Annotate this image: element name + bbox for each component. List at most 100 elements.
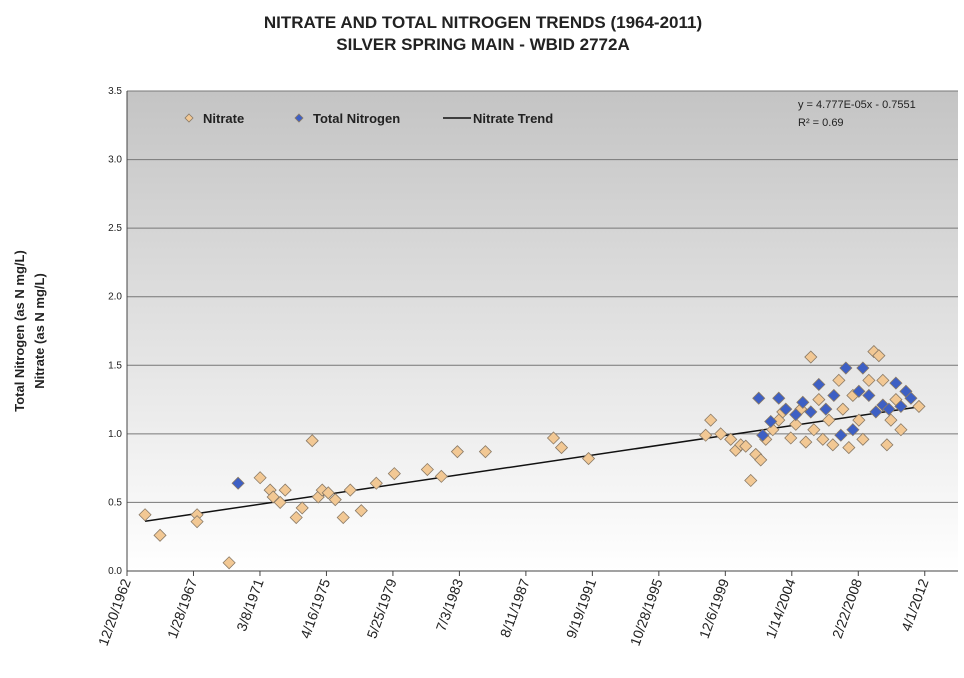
y-tick-label: 3.0 xyxy=(108,155,122,166)
point xyxy=(369,476,383,490)
legend-swatch xyxy=(294,113,304,123)
point xyxy=(138,508,152,522)
point xyxy=(827,388,841,403)
point xyxy=(764,414,778,429)
x-tick-label: 9/19/1991 xyxy=(563,576,599,640)
point xyxy=(799,435,813,449)
point xyxy=(354,504,368,518)
point xyxy=(478,445,492,459)
x-tick-label: 5/25/1979 xyxy=(363,576,399,640)
point xyxy=(880,438,894,452)
point xyxy=(894,423,908,437)
point xyxy=(852,384,866,398)
chart-subtitle: SILVER SPRING MAIN - WBID 2772A xyxy=(336,35,629,54)
point xyxy=(816,432,830,446)
point xyxy=(222,556,236,570)
point xyxy=(876,373,890,387)
point xyxy=(836,402,850,416)
point xyxy=(912,399,926,413)
point xyxy=(882,402,896,416)
point xyxy=(699,428,713,442)
y-tick-label: 2.5 xyxy=(108,223,122,234)
point xyxy=(819,402,833,416)
point xyxy=(832,373,846,387)
x-tick-label: 10/28/1995 xyxy=(627,576,666,648)
point xyxy=(343,483,357,497)
legend-label: Nitrate xyxy=(203,111,244,126)
y-tick-label: 1.5 xyxy=(108,360,122,371)
y-tick-label: 1.0 xyxy=(108,429,122,440)
point xyxy=(894,399,908,413)
point xyxy=(839,361,853,375)
point xyxy=(812,393,826,407)
point xyxy=(305,434,319,448)
point xyxy=(231,476,245,490)
x-tick-label: 1/14/2004 xyxy=(762,576,798,640)
legend-label: Total Nitrogen xyxy=(313,111,400,126)
point xyxy=(784,431,798,445)
y-axis-title: Nitrate (as N mg/L) xyxy=(32,273,47,389)
point xyxy=(744,473,758,488)
point xyxy=(295,501,309,515)
x-tick-label: 7/3/1983 xyxy=(433,576,467,633)
point xyxy=(434,469,448,483)
point xyxy=(884,413,898,427)
x-tick-label: 3/8/1971 xyxy=(233,576,267,633)
y-tick-label: 0.5 xyxy=(108,497,122,508)
point xyxy=(846,423,860,437)
point xyxy=(546,431,561,445)
point xyxy=(253,471,267,485)
point xyxy=(789,417,803,431)
point xyxy=(739,439,753,453)
point xyxy=(807,423,821,437)
point xyxy=(190,515,204,529)
point xyxy=(779,402,793,416)
point xyxy=(869,405,883,419)
legend-swatch xyxy=(184,113,194,123)
point xyxy=(876,398,890,412)
r-squared: R² = 0.69 xyxy=(798,117,844,129)
point xyxy=(273,495,287,509)
x-tick-label: 2/22/2008 xyxy=(829,576,865,640)
point xyxy=(756,428,770,442)
point xyxy=(289,510,303,525)
x-tick-label: 4/1/2012 xyxy=(898,576,932,633)
point xyxy=(714,427,728,441)
plot-area xyxy=(127,91,958,571)
point xyxy=(852,413,866,427)
point xyxy=(804,405,818,419)
point xyxy=(420,462,434,477)
point xyxy=(554,441,569,455)
point xyxy=(872,349,886,363)
point xyxy=(789,408,803,422)
point xyxy=(754,453,768,467)
point xyxy=(856,361,870,375)
point xyxy=(904,391,918,405)
point xyxy=(812,377,826,392)
point xyxy=(321,486,335,500)
point xyxy=(822,413,836,427)
point xyxy=(387,467,401,481)
point xyxy=(336,510,350,525)
point xyxy=(581,451,596,466)
y-axis-title: Total Nitrogen (as N mg/L) xyxy=(12,250,27,412)
point xyxy=(315,483,329,497)
point xyxy=(856,432,870,446)
point xyxy=(450,445,464,459)
equation: y = 4.777E-05x - 0.7551 xyxy=(798,99,916,111)
y-tick-label: 2.0 xyxy=(108,292,122,303)
x-tick-label: 12/20/1962 xyxy=(95,576,134,648)
point xyxy=(153,528,167,542)
point xyxy=(826,438,840,452)
x-tick-label: 8/11/1987 xyxy=(497,576,533,639)
point xyxy=(862,388,876,403)
y-tick-label: 0.0 xyxy=(108,566,122,577)
point xyxy=(842,441,856,455)
point xyxy=(328,493,342,507)
point xyxy=(804,350,818,364)
legend-label: Nitrate Trend xyxy=(473,111,553,126)
point xyxy=(796,395,810,409)
point xyxy=(772,391,786,405)
point xyxy=(889,376,903,390)
